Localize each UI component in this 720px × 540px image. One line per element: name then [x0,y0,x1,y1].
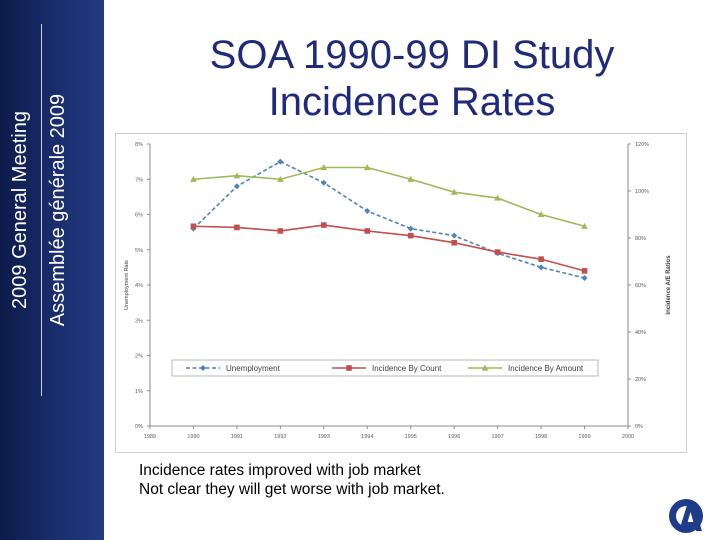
series-2-point [407,175,415,182]
legend-box [171,359,599,377]
x-tick-label: 1989 [144,434,156,440]
title-line-1: SOA 1990-99 DI Study [209,33,615,77]
series-2-point [276,175,284,182]
series-line-0 [192,160,585,279]
legend-swatch-marker [346,365,352,371]
note-line-1: Incidence rates improved with job market [139,462,421,479]
x-tick-label: 1996 [448,434,460,440]
y-left-tick-label: 5% [135,248,143,254]
chart-frame: 0% 1% 2% 3% 4% 5% 6% 7% 8% 0% 20% 40% 60% 80% 100% 120%… [115,133,687,453]
series-1-point [277,228,284,234]
y-right-tick-label: 0% [635,424,643,430]
series-1-point [321,222,327,228]
sidebar-divider [41,24,42,396]
series-1-point [364,228,371,234]
x-tick-label: 1991 [231,434,243,440]
series-1-point [190,223,197,230]
series-0-point [320,179,327,186]
series-1-point [494,249,501,255]
slide-title: SOA 1990-99 DI Study Incidence Rates [104,32,720,126]
series-2-point [494,194,502,201]
series-0-point [538,264,545,271]
legend-label: Incidence By Count [372,364,442,373]
x-tick-label: 2000 [622,434,634,440]
x-tick-label: 1995 [405,434,417,440]
series-0-point [407,225,414,232]
series-line-2 [193,166,585,228]
series-0-point [451,232,458,239]
note-line-2: Not clear they will get worse with job m… [139,481,445,498]
legend-label: Incidence By Amount [508,364,584,373]
x-tick-label: 1999 [578,434,590,440]
x-tick-label: 1997 [492,434,504,440]
series-2-point [320,164,328,171]
series-0-point [277,158,284,165]
meeting-title-fr: Assemblée générale 2009 [47,93,69,327]
series-1-point [234,224,240,231]
x-tick-label: 1990 [187,434,199,440]
y-left-tick-label: 4% [135,283,143,289]
legend-label: Unemployment [226,364,281,373]
soa-logo-icon [668,499,704,533]
series-line-1 [193,224,585,272]
series-2-point [233,172,241,179]
legend-swatch-marker [481,364,489,371]
x-tick-label: 1993 [318,434,330,440]
y-right-tick-label: 60% [635,283,646,289]
series-1-point [451,239,457,246]
y-right-tick-label: 100% [635,189,649,195]
y-left-tick-label: 7% [135,177,143,183]
y-right-tick-label: 40% [635,330,646,336]
y-axis-right-title: Incidence A/E Ratios [666,255,672,315]
incidence-chart: 0% 1% 2% 3% 4% 5% 6% 7% 8% 0% 20% 40% 60% 80% 100% 120%… [124,142,672,440]
series-2-point [450,188,458,195]
y-left-tick-label: 2% [135,354,143,360]
series-0-point [364,207,371,214]
series-1-point [538,256,544,262]
y-left-tick-label: 3% [135,318,143,324]
sidebar-vertical-text: 2009 General Meeting Assemblée générale … [8,0,96,420]
series-0-point [581,274,588,281]
x-tick-label: 1994 [361,434,373,440]
series-2-point [363,164,371,171]
legend-swatch-marker [200,365,206,371]
y-left-tick-label: 0% [135,424,143,430]
sidebar-band: 2009 General Meeting Assemblée générale … [0,0,104,540]
series-0-point [233,183,240,190]
y-axis-left-title: Unemployment Rate [124,260,130,310]
x-tick-label: 1992 [274,434,286,440]
title-line-2: Incidence Rates [268,80,556,124]
series-1-point [407,232,414,239]
x-tick-label: 1998 [535,434,547,440]
y-left-tick-label: 1% [135,389,143,395]
series-2-point [581,222,588,229]
y-right-tick-label: 120% [635,142,649,148]
series-1-point [581,268,588,274]
y-left-tick-label: 8% [135,142,143,148]
y-left-tick-label: 6% [135,213,143,219]
y-right-tick-label: 20% [635,377,646,383]
slide-notes: Incidence rates improved with job market… [139,461,445,499]
series-2-point [190,175,197,182]
meeting-title-en: 2009 General Meeting [9,111,31,309]
series-2-point [537,211,545,218]
y-right-tick-label: 80% [635,236,646,242]
